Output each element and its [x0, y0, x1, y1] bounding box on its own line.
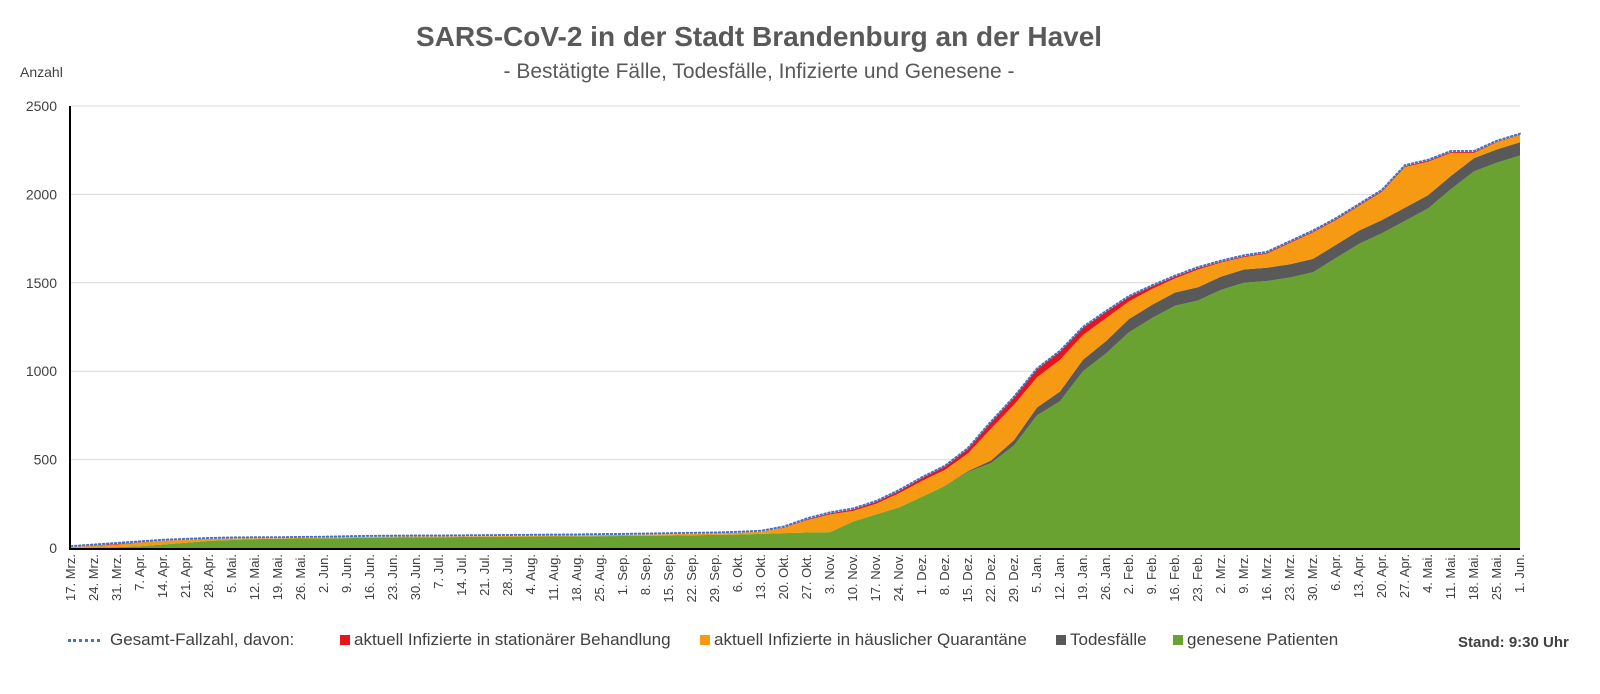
x-tick-label: 23. Jun.: [385, 554, 400, 600]
x-tick-label: 27. Okt.: [799, 554, 814, 600]
x-tick-label: 28. Apr.: [201, 554, 216, 598]
legend-swatch-total: [68, 638, 100, 642]
x-tick-label: 11. Aug.: [546, 554, 561, 601]
x-tick-label: 15. Dez.: [960, 554, 975, 602]
x-tick-label: 23. Mrz.: [1282, 554, 1297, 601]
y-tick-label: 1000: [26, 363, 57, 379]
x-tick-label: 24. Mrz.: [86, 554, 101, 601]
x-tick-label: 23. Feb.: [1190, 554, 1205, 602]
legend-item-genesen: genesene Patienten: [1173, 630, 1338, 650]
legend-swatch-stationaer: [340, 635, 350, 645]
x-tick-label: 19. Mai.: [270, 554, 285, 600]
x-tick-label: 16. Mrz.: [1259, 554, 1274, 601]
x-tick-label: 2. Jun.: [316, 554, 331, 593]
x-tick-label: 4. Aug.: [523, 554, 538, 594]
legend-label-stationaer: aktuell Infizierte in stationärer Behand…: [354, 630, 671, 649]
x-tick-label: 13. Okt.: [753, 554, 768, 600]
x-tick-label: 22. Sep.: [684, 554, 699, 602]
x-tick-label: 18. Aug.: [569, 554, 584, 602]
x-tick-label: 7. Jul.: [431, 554, 446, 589]
x-tick-label: 20. Okt.: [776, 554, 791, 600]
x-tick-label: 30. Mrz.: [1305, 554, 1320, 601]
legend: Gesamt-Fallzahl, davon: aktuell Infizier…: [0, 630, 1600, 660]
x-tick-label: 5. Jan.: [1029, 554, 1044, 593]
y-tick-label: 1500: [26, 275, 57, 291]
x-tick-label: 30. Jun.: [408, 554, 423, 600]
x-tick-label: 1. Jun.: [1512, 554, 1527, 593]
x-tick-label: 13. Apr.: [1351, 554, 1366, 598]
legend-item-quarantaene: aktuell Infizierte in häuslicher Quarant…: [700, 630, 1027, 650]
chart-subtitle: - Bestätigte Fälle, Todesfälle, Infizier…: [503, 60, 1015, 83]
x-tick-label: 2. Feb.: [1121, 554, 1136, 594]
legend-swatch-quarantaene: [700, 635, 710, 645]
legend-label-total: Gesamt-Fallzahl, davon:: [110, 630, 295, 649]
x-tick-label: 24. Nov.: [891, 554, 906, 601]
x-tick-label: 11. Mai.: [1443, 554, 1458, 599]
x-tick-label: 14. Jul.: [454, 554, 469, 596]
x-tick-label: 20. Apr.: [1374, 554, 1389, 598]
chart-title: SARS-CoV-2 in der Stadt Brandenburg an d…: [415, 21, 1103, 52]
x-tick-label: 8. Sep.: [638, 554, 653, 595]
x-tick-label: 1. Dez.: [914, 554, 929, 595]
y-tick-label: 2000: [26, 186, 57, 202]
x-tick-label: 16. Jun.: [362, 554, 377, 600]
x-tick-label: 25. Mai.: [1489, 554, 1504, 600]
x-tick-label: 26. Mai.: [293, 554, 308, 600]
y-axis-label: Anzahl: [20, 64, 63, 80]
x-tick-label: 16. Feb.: [1167, 554, 1182, 602]
x-tick-label: 12. Jan.: [1052, 554, 1067, 600]
tick-labels: 0 500 1000 1500 2000 2500 17. Mrz. 24. Mrz. 31. …: [26, 98, 1527, 602]
x-tick-label: 9. Feb.: [1144, 554, 1159, 594]
x-tick-label: 8. Dez.: [937, 554, 952, 595]
y-tick-label: 500: [34, 452, 58, 468]
x-tick-label: 21. Jul.: [477, 554, 492, 596]
x-tick-label: 4. Mai.: [1420, 554, 1435, 593]
stacked-areas: [71, 134, 1520, 548]
total-line: [70, 132, 1521, 548]
x-tick-label: 17. Mrz.: [63, 554, 78, 601]
legend-swatch-tod: [1056, 635, 1066, 645]
x-tick-label: 6. Apr.: [1328, 554, 1343, 591]
x-tick-label: 2. Mrz.: [1213, 554, 1228, 594]
x-tick-label: 26. Jan.: [1098, 554, 1113, 600]
legend-label-quarantaene: aktuell Infizierte in häuslicher Quarant…: [714, 630, 1027, 649]
x-tick-label: 7. Apr.: [132, 554, 147, 591]
x-tick-label: 28. Jul.: [500, 554, 515, 596]
x-tick-label: 22. Dez.: [983, 554, 998, 602]
x-tick-label: 5. Mai.: [224, 554, 239, 593]
y-tick-label: 2500: [26, 98, 57, 114]
x-tick-label: 12. Mai.: [247, 554, 262, 600]
x-tick-label: 6. Okt.: [730, 554, 745, 592]
x-tick-label: 17. Nov.: [868, 554, 883, 601]
x-tick-label: 14. Apr.: [155, 554, 170, 598]
legend-item-stationaer: aktuell Infizierte in stationärer Behand…: [340, 630, 671, 650]
x-tick-label: 1. Sep.: [615, 554, 630, 595]
x-tick-label: 3. Nov.: [822, 554, 837, 594]
x-tick-label: 21. Apr.: [178, 554, 193, 598]
legend-label-tod: Todesfälle: [1070, 630, 1147, 649]
x-tick-label: 27. Apr.: [1397, 554, 1412, 598]
legend-swatch-genesen: [1173, 635, 1183, 645]
legend-item-tod: Todesfälle: [1056, 630, 1147, 650]
stand-timestamp: Stand: 9:30 Uhr: [1458, 634, 1569, 651]
x-tick-label: 9. Mrz.: [1236, 554, 1251, 594]
x-tick-label: 29. Dez.: [1006, 554, 1021, 602]
area-genesene-patienten: [71, 155, 1520, 548]
x-tick-label: 29. Sep.: [707, 554, 722, 602]
legend-item-total: Gesamt-Fallzahl, davon:: [68, 630, 294, 650]
y-tick-label: 0: [49, 540, 57, 556]
legend-label-genesen: genesene Patienten: [1187, 630, 1339, 649]
x-tick-label: 25. Aug.: [592, 554, 607, 602]
x-tick-label: 9. Jun.: [339, 554, 354, 593]
axes: [69, 106, 1520, 550]
x-tick-label: 19. Jan.: [1075, 554, 1090, 600]
x-tick-label: 31. Mrz.: [109, 554, 124, 601]
x-tick-label: 10. Nov.: [845, 554, 860, 601]
x-tick-label: 18. Mai.: [1466, 554, 1481, 600]
x-tick-label: 15. Sep.: [661, 554, 676, 602]
total-cases-line: [70, 132, 1521, 548]
